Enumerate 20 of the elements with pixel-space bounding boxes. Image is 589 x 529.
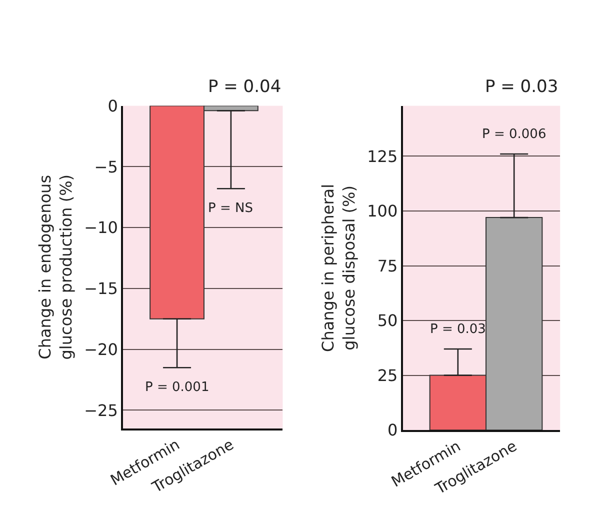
annotation: P = NS: [208, 201, 253, 216]
y-tick-label: −15: [84, 279, 118, 298]
y-axis-title: Change in endogenous glucose production (%): [36, 174, 76, 360]
text: P = 0.03: [485, 77, 558, 97]
y-tick-label: 75: [377, 256, 398, 276]
annotation: P = 0.006: [482, 127, 546, 142]
y-tick-label: −20: [84, 340, 118, 359]
y-axis-title: Change in peripheral glucose disposal (%): [318, 184, 359, 352]
annotation: P = 0.001: [145, 380, 210, 395]
y-tick-label: 50: [377, 311, 398, 330]
y-tick-label: 25: [377, 366, 398, 385]
y-tick-label: −25: [84, 400, 118, 420]
y-tick-label: 0: [108, 96, 118, 116]
y-tick-label: −10: [84, 218, 118, 238]
text: P = 0.04: [208, 77, 282, 97]
annotation: P = 0.03: [430, 322, 486, 337]
y-tick-label: 125: [367, 146, 398, 166]
y-tick-label: −5: [94, 157, 118, 176]
y-tick-label: 0: [387, 420, 398, 440]
y-tick-label: 100: [367, 202, 398, 221]
